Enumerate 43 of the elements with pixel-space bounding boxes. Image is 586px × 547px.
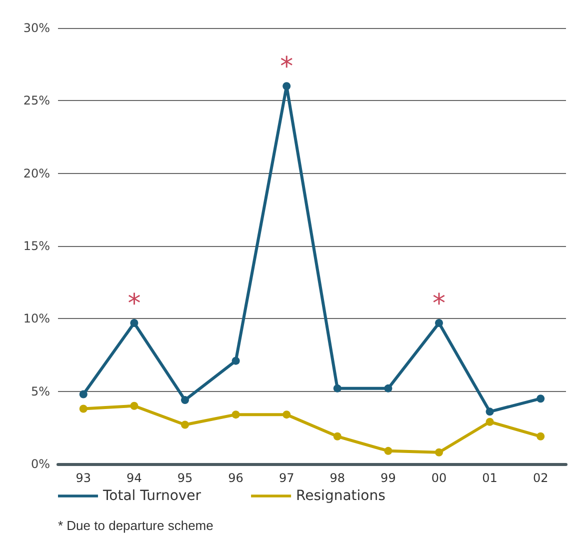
text: * Due to departure scheme bbox=[58, 518, 214, 533]
annotation: * bbox=[280, 52, 294, 82]
annotation: * bbox=[432, 289, 446, 320]
point bbox=[282, 82, 291, 90]
point bbox=[181, 396, 189, 404]
x-tick-label: 93 bbox=[76, 471, 92, 485]
y-tick-label: 0% bbox=[30, 457, 50, 471]
x-tick-label: 02 bbox=[532, 471, 548, 485]
y-tick-label: 10% bbox=[23, 312, 50, 326]
point bbox=[181, 420, 189, 429]
point bbox=[130, 402, 138, 410]
x-tick-label: 95 bbox=[177, 471, 193, 485]
point bbox=[435, 448, 443, 456]
legend-label: Total Turnover bbox=[102, 488, 202, 504]
legend-label: Resignations bbox=[296, 488, 386, 504]
x-tick-label: 01 bbox=[482, 471, 498, 485]
x-tick-label: 97 bbox=[278, 471, 294, 485]
point bbox=[232, 356, 240, 365]
point bbox=[486, 418, 494, 426]
point bbox=[435, 319, 443, 328]
point bbox=[130, 319, 138, 328]
y-tick-label: 5% bbox=[30, 384, 50, 398]
point bbox=[536, 432, 545, 440]
y-tick-label: 30% bbox=[23, 21, 50, 35]
x-tick-label: 98 bbox=[330, 471, 346, 485]
point bbox=[79, 404, 88, 413]
point bbox=[384, 384, 392, 392]
point bbox=[333, 432, 342, 440]
point bbox=[536, 394, 545, 403]
point bbox=[232, 410, 240, 419]
point bbox=[333, 384, 342, 392]
point bbox=[384, 446, 392, 455]
x-tick-label: 99 bbox=[380, 471, 396, 485]
point bbox=[282, 410, 291, 419]
point bbox=[486, 408, 494, 416]
annotation: * bbox=[128, 289, 141, 320]
y-tick-label: 20% bbox=[23, 166, 50, 180]
y-tick-label: 25% bbox=[23, 94, 50, 108]
y-tick-label: 15% bbox=[23, 239, 50, 253]
x-tick-label: 00 bbox=[431, 471, 447, 485]
x-tick-label: 94 bbox=[126, 471, 142, 485]
point bbox=[79, 390, 88, 398]
x-tick-label: 96 bbox=[228, 471, 244, 485]
